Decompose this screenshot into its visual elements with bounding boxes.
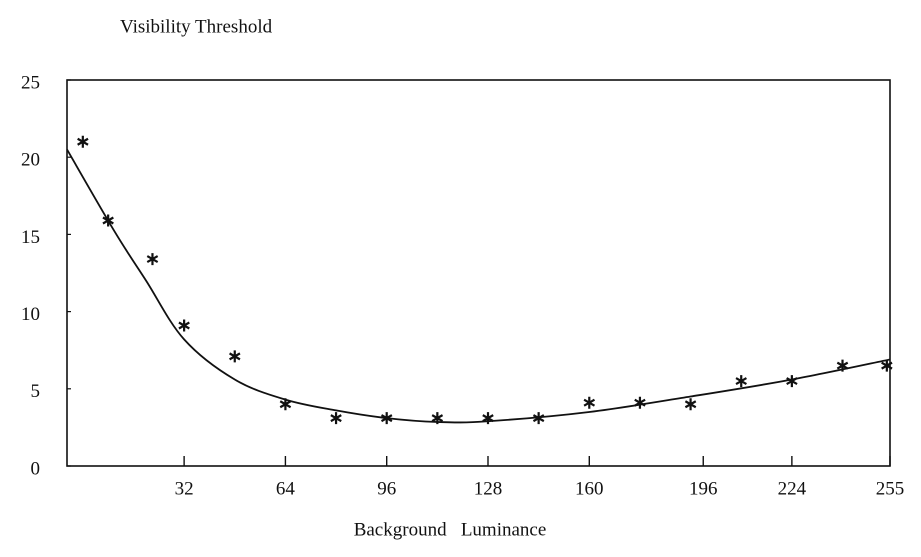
y-tick-label: 25 bbox=[21, 72, 40, 93]
data-point bbox=[735, 375, 747, 388]
data-point bbox=[229, 350, 241, 363]
x-tick-label: 96 bbox=[377, 478, 396, 499]
y-tick-label: 20 bbox=[21, 150, 40, 171]
plot-frame bbox=[66, 79, 891, 467]
x-tick-label: 32 bbox=[175, 478, 194, 499]
y-tick-label: 0 bbox=[31, 458, 41, 479]
x-tick-label: 160 bbox=[575, 478, 604, 499]
y-tick-label: 15 bbox=[21, 227, 40, 248]
y-tick-label: 5 bbox=[31, 381, 41, 402]
chart-title: Visibility Threshold bbox=[120, 16, 273, 37]
x-tick-label: 224 bbox=[778, 478, 807, 499]
x-tick-label: 196 bbox=[689, 478, 718, 499]
data-point bbox=[330, 412, 342, 425]
fitted-curve bbox=[66, 149, 891, 424]
x-tick-label: 255 bbox=[876, 478, 905, 499]
data-point bbox=[881, 359, 893, 372]
x-axis-label: Background Luminance bbox=[354, 519, 547, 540]
data-point bbox=[583, 396, 596, 409]
data-point bbox=[684, 398, 697, 411]
data-point bbox=[77, 135, 89, 148]
data-point bbox=[634, 396, 646, 409]
x-tick-label: 128 bbox=[474, 478, 503, 499]
y-tick-label: 10 bbox=[21, 304, 40, 325]
data-point bbox=[178, 319, 190, 332]
data-point bbox=[146, 253, 159, 266]
x-tick-label: 64 bbox=[276, 478, 296, 499]
